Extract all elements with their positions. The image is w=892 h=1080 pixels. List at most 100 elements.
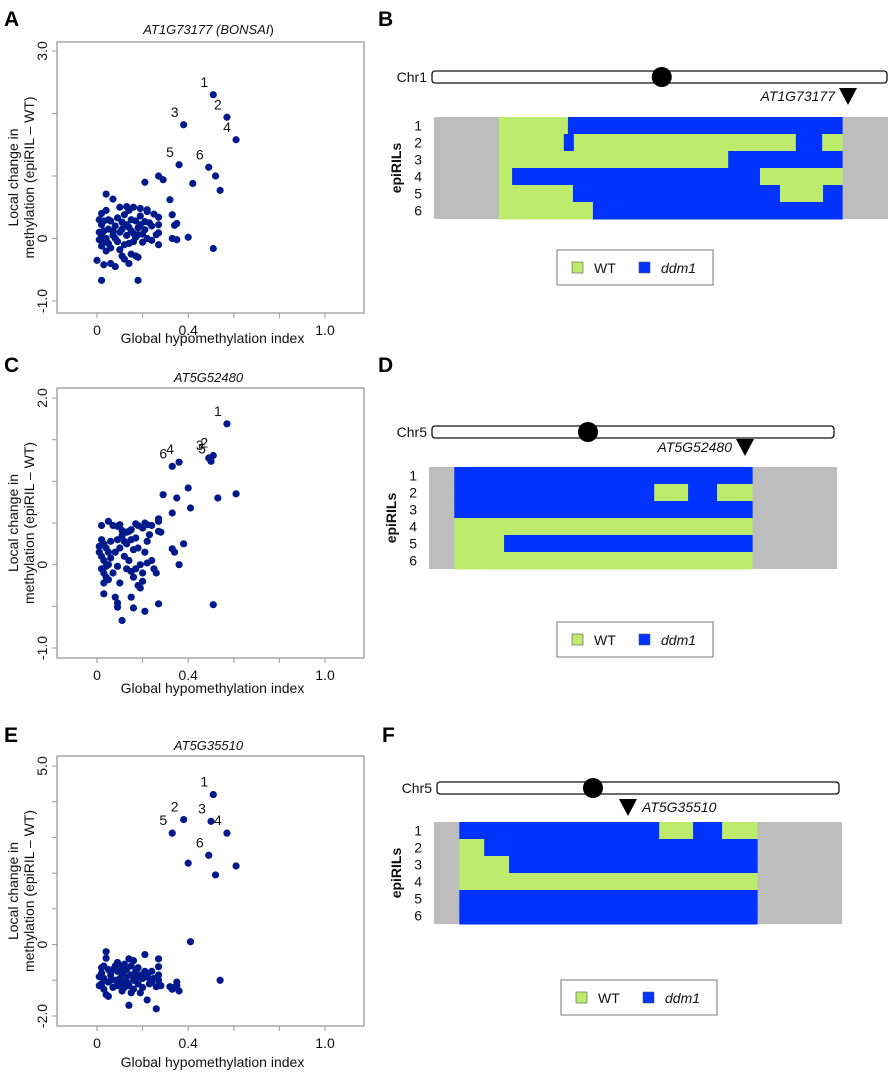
genotype-segment-wt [498, 151, 729, 169]
data-point [141, 950, 149, 959]
x-tick-label: 0.4 [178, 1035, 198, 1051]
row-label: 5 [414, 891, 422, 907]
data-point [95, 548, 103, 556]
genotype-segment-wt [822, 134, 843, 152]
labeled-data-point [207, 457, 215, 465]
data-point [145, 531, 154, 539]
y-axis-label-line1: Local change in [5, 474, 21, 572]
legend-label-ddm1: ddm1 [665, 990, 700, 1006]
legend-swatch-ddm1 [642, 991, 655, 1004]
y-tick-label: 2.0 [34, 388, 50, 408]
data-point [97, 565, 106, 573]
data-point [134, 276, 142, 284]
data-point [111, 263, 119, 271]
data-point [109, 227, 117, 235]
data-point [136, 221, 144, 229]
chromosome-bar [431, 425, 835, 439]
genotype-segment-ddm1 [509, 856, 758, 874]
data-point [120, 552, 128, 560]
data-point [148, 222, 156, 230]
data-point [173, 236, 181, 244]
data-point [113, 536, 122, 544]
genotype-segment-ddm1 [563, 134, 575, 152]
data-point [159, 491, 167, 499]
data-point [154, 241, 163, 249]
genotype-segment-ddm1 [823, 185, 843, 203]
x-axis-label: Global hypomethylation index [121, 680, 305, 696]
data-point [100, 590, 108, 598]
data-point [113, 562, 122, 570]
x-axis-label: Global hypomethylation index [121, 330, 305, 346]
labeled-data-point [180, 815, 188, 824]
y-tick-label: 0 [34, 940, 50, 948]
genotype-segment-wt [498, 202, 594, 220]
data-point [113, 214, 122, 222]
data-point [184, 859, 192, 867]
chromosome-bar [436, 781, 840, 795]
data-point [211, 871, 220, 879]
labeled-data-point [175, 458, 183, 466]
data-point [168, 211, 176, 219]
point-label: 5 [198, 440, 206, 456]
data-point [134, 231, 142, 239]
data-point [125, 1001, 133, 1009]
row-axis-label: epiRILs [388, 143, 404, 194]
labeled-data-point [168, 462, 176, 470]
data-point [141, 178, 149, 186]
row-label: 4 [414, 874, 422, 890]
data-point [143, 206, 151, 214]
data-point [143, 537, 151, 545]
y-tick-label: 0 [34, 561, 50, 569]
data-point [154, 213, 163, 221]
data-point [125, 527, 133, 535]
point-label: 4 [166, 441, 174, 457]
genotype-segment-ddm1 [567, 117, 843, 135]
panel-letter: C [4, 354, 19, 377]
data-point [102, 948, 110, 956]
point-label: 2 [171, 799, 179, 815]
data-point [123, 978, 131, 986]
point-label: 1 [200, 774, 208, 790]
data-point [118, 963, 126, 971]
genotype-segment-ddm1 [459, 890, 758, 908]
data-point [152, 231, 160, 239]
data-point [136, 204, 144, 213]
point-label: 6 [196, 834, 204, 850]
genotype-segment-wt [454, 535, 505, 553]
data-point [104, 978, 112, 986]
labeled-data-point [168, 829, 176, 837]
labeled-data-point [175, 161, 183, 169]
data-point [107, 217, 115, 225]
data-point [154, 963, 163, 971]
row-label: 2 [414, 840, 422, 856]
data-point [111, 548, 119, 556]
genotype-segment-ddm1 [484, 839, 758, 857]
data-point [95, 973, 103, 981]
data-point [123, 221, 131, 229]
data-point [109, 569, 117, 577]
data-point [168, 509, 176, 517]
data-point [107, 537, 115, 545]
data-point [118, 225, 126, 233]
panel-e-scatter: E AT5G35510 0 0.4 1.0 -2.0 0 5.0 Global hypometh… [4, 724, 365, 1070]
row-label: 6 [414, 203, 422, 219]
data-point [157, 528, 165, 536]
row-label: 2 [409, 485, 417, 501]
data-point [120, 211, 128, 219]
data-point [139, 569, 147, 577]
x-tick-label: 1.0 [315, 1035, 335, 1051]
data-point [143, 559, 151, 567]
row-label: 1 [414, 118, 422, 134]
data-point [104, 992, 112, 1000]
data-point [184, 233, 192, 241]
row-axis-label: epiRILs [383, 493, 399, 544]
data-point [116, 544, 124, 552]
y-axis-label-line1: Local change in [5, 128, 21, 226]
data-point [113, 982, 122, 990]
data-point [166, 196, 174, 204]
data-point [139, 577, 147, 585]
data-point [97, 276, 106, 284]
